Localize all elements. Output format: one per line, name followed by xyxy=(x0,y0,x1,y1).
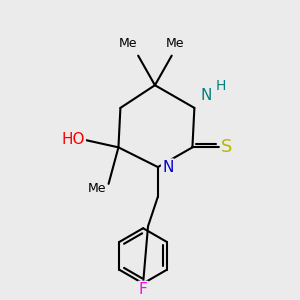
Text: Me: Me xyxy=(119,37,138,50)
Text: H: H xyxy=(216,79,226,93)
Text: Me: Me xyxy=(165,37,184,50)
Text: N: N xyxy=(162,160,173,175)
Text: HO: HO xyxy=(61,132,85,147)
Text: Me: Me xyxy=(88,182,106,195)
Text: S: S xyxy=(221,138,232,156)
Text: F: F xyxy=(139,282,148,297)
Text: N: N xyxy=(200,88,212,103)
